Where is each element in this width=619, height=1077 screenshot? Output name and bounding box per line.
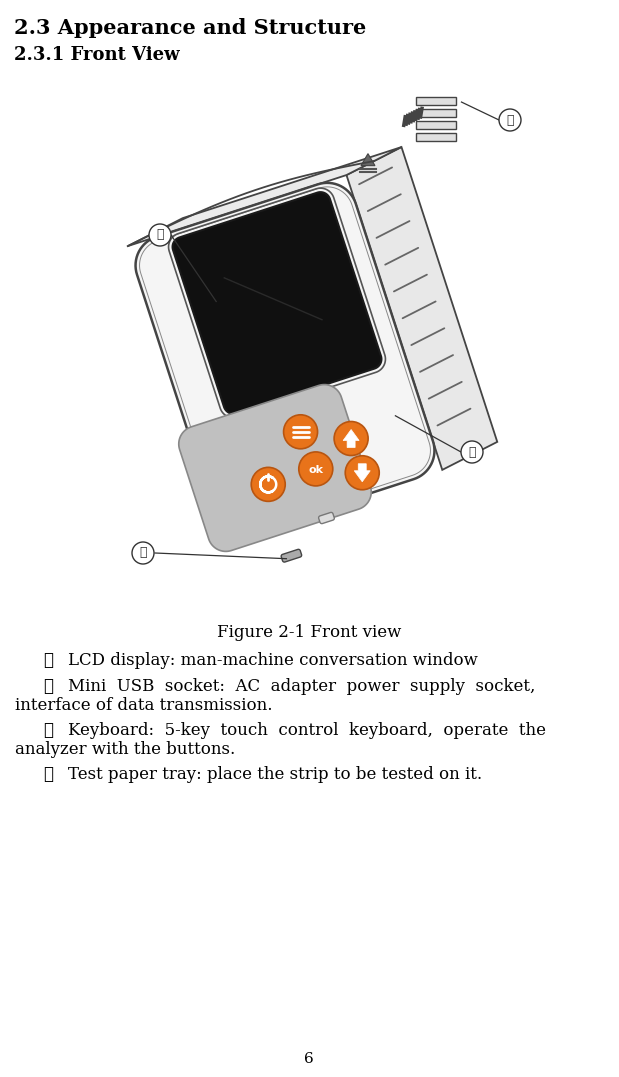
- Text: ④: ④: [43, 766, 53, 783]
- Text: interface of data transmission.: interface of data transmission.: [15, 697, 272, 714]
- Text: ③: ③: [43, 722, 53, 739]
- Polygon shape: [179, 384, 371, 551]
- Polygon shape: [361, 154, 375, 166]
- Circle shape: [284, 415, 318, 449]
- Circle shape: [345, 456, 379, 490]
- Circle shape: [299, 452, 333, 486]
- Polygon shape: [417, 134, 456, 141]
- Polygon shape: [128, 148, 402, 247]
- Circle shape: [334, 421, 368, 456]
- Text: ②: ②: [43, 679, 53, 695]
- Polygon shape: [343, 430, 359, 448]
- Circle shape: [132, 542, 154, 564]
- Polygon shape: [417, 109, 456, 117]
- Text: Test paper tray: place the strip to be tested on it.: Test paper tray: place the strip to be t…: [68, 766, 482, 783]
- Polygon shape: [173, 192, 381, 414]
- Text: ②: ②: [139, 546, 147, 559]
- Polygon shape: [417, 97, 456, 106]
- Polygon shape: [354, 464, 370, 481]
- Polygon shape: [417, 121, 456, 129]
- Text: 2.3 Appearance and Structure: 2.3 Appearance and Structure: [14, 18, 366, 38]
- Text: analyzer with the buttons.: analyzer with the buttons.: [15, 741, 235, 758]
- Text: Figure 2-1 Front view: Figure 2-1 Front view: [217, 624, 401, 641]
- Circle shape: [251, 467, 285, 502]
- Text: ③: ③: [468, 446, 476, 459]
- Text: 6: 6: [304, 1052, 314, 1066]
- Polygon shape: [136, 183, 435, 533]
- Text: ①: ①: [43, 652, 53, 669]
- Polygon shape: [347, 148, 497, 470]
- Text: ④: ④: [506, 113, 514, 126]
- Text: Mini  USB  socket:  AC  adapter  power  supply  socket,: Mini USB socket: AC adapter power supply…: [68, 679, 535, 695]
- Text: 2.3.1 Front View: 2.3.1 Front View: [14, 46, 180, 64]
- Circle shape: [499, 109, 521, 131]
- Text: ok: ok: [308, 465, 323, 475]
- Circle shape: [461, 440, 483, 463]
- Circle shape: [149, 224, 171, 246]
- Text: Keyboard:  5-key  touch  control  keyboard,  operate  the: Keyboard: 5-key touch control keyboard, …: [68, 722, 546, 739]
- Polygon shape: [281, 549, 301, 562]
- Text: LCD display: man-machine conversation window: LCD display: man-machine conversation wi…: [68, 652, 478, 669]
- Polygon shape: [319, 513, 334, 523]
- Text: ①: ①: [156, 228, 164, 241]
